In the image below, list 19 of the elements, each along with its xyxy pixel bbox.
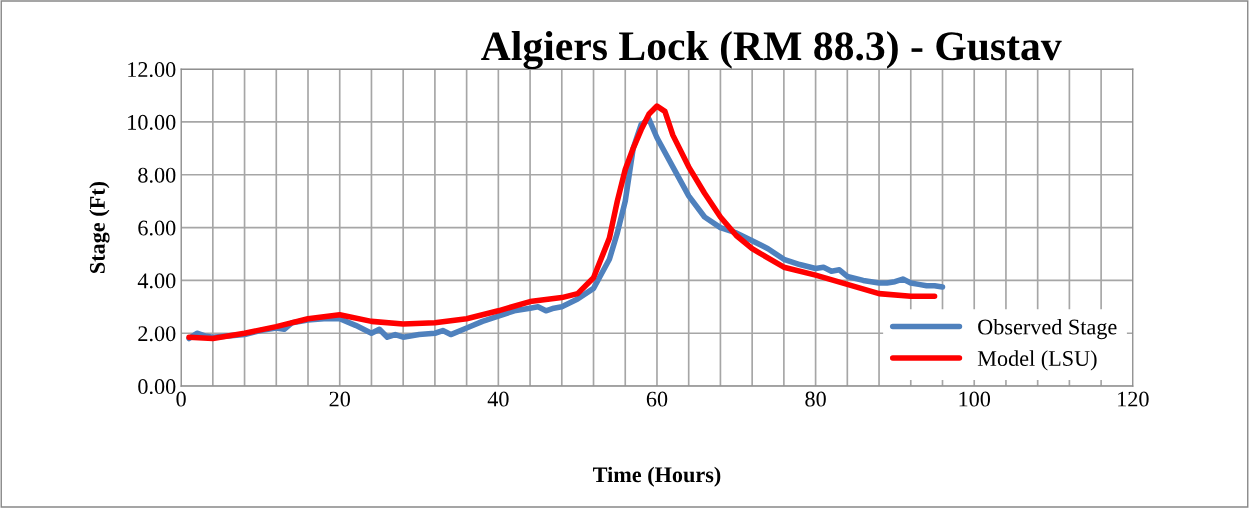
x-axis-title: Time (Hours) — [593, 466, 721, 487]
x-tick-label: 80 — [805, 391, 826, 407]
chart-title: Algiers Lock (RM 88.3) - Gustav — [481, 30, 1062, 70]
y-tick-label: 2.00 — [138, 326, 176, 342]
legend-label: Model (LSU) — [977, 350, 1097, 371]
y-tick-label: 6.00 — [138, 220, 176, 236]
y-tick-label: 0.00 — [138, 379, 176, 395]
y-tick-label: 12.00 — [128, 62, 176, 78]
x-tick-label: 60 — [646, 391, 668, 407]
y-axis-title: Stage (Ft) — [89, 181, 110, 273]
x-tick-label: 40 — [487, 391, 509, 407]
y-tick-label: 8.00 — [138, 167, 176, 183]
x-tick-label: 100 — [959, 391, 991, 407]
x-tick-label: 120 — [1118, 391, 1149, 407]
y-tick-label: 4.00 — [137, 273, 176, 289]
x-tick-label: 0 — [176, 391, 186, 407]
legend-label: Observed Stage — [978, 318, 1117, 340]
x-tick-label: 20 — [329, 391, 350, 407]
y-tick-label: 10.00 — [128, 114, 176, 130]
